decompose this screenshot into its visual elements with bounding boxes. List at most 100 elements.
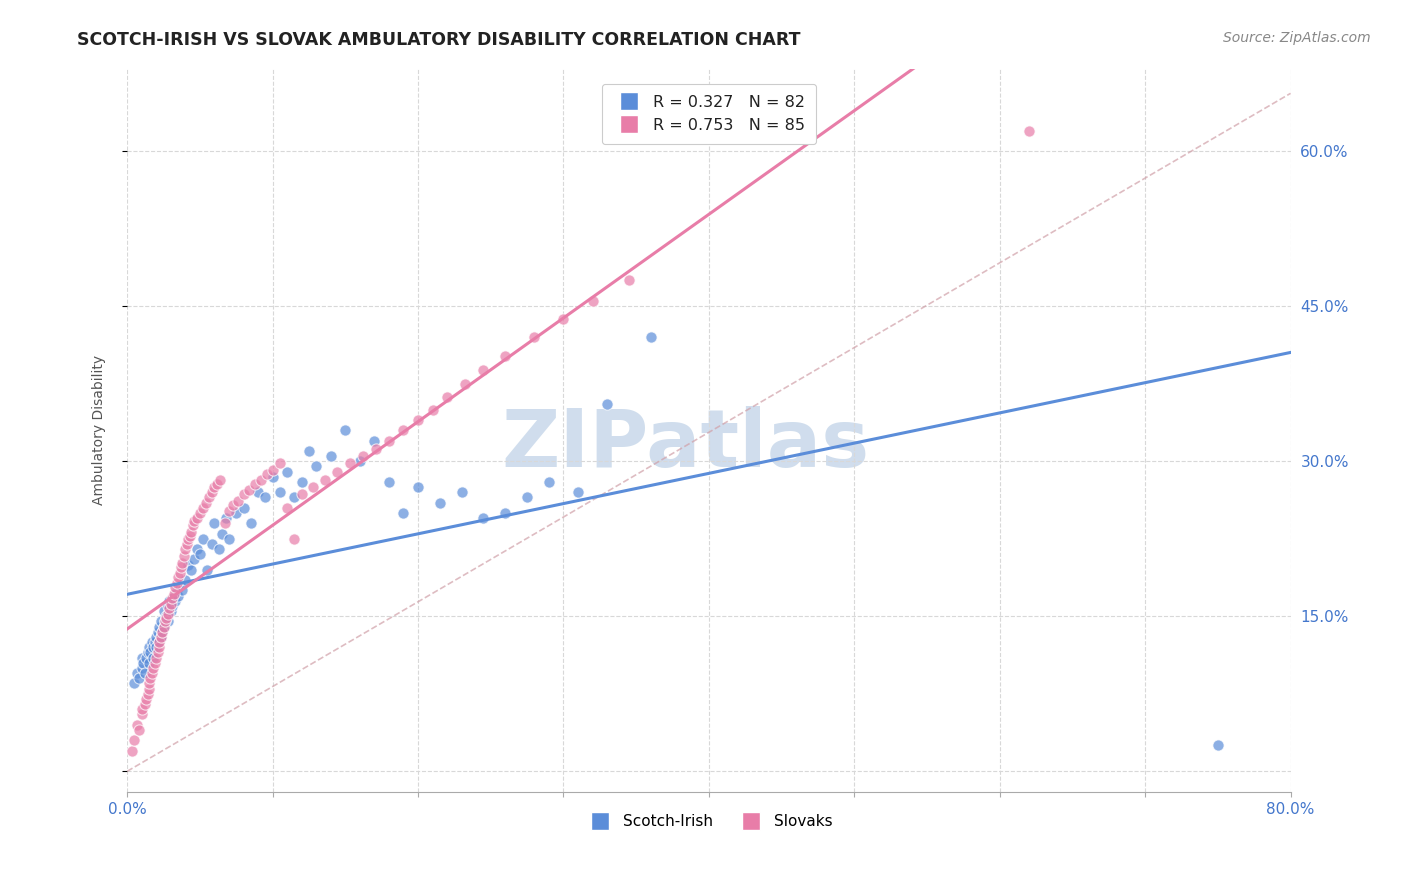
- Point: [121, 744, 143, 758]
- Point: [174, 542, 197, 557]
- Point: [617, 273, 640, 287]
- Point: [211, 526, 233, 541]
- Point: [363, 434, 385, 448]
- Point: [128, 671, 150, 685]
- Point: [135, 692, 157, 706]
- Point: [640, 330, 662, 344]
- Point: [238, 483, 260, 498]
- Point: [200, 537, 222, 551]
- Point: [162, 599, 184, 613]
- Point: [180, 524, 202, 539]
- Point: [152, 619, 174, 633]
- Point: [225, 506, 247, 520]
- Point: [142, 640, 165, 655]
- Point: [156, 615, 179, 629]
- Point: [142, 650, 165, 665]
- Point: [262, 462, 284, 476]
- Point: [209, 473, 232, 487]
- Point: [207, 477, 229, 491]
- Point: [146, 645, 169, 659]
- Point: [450, 485, 472, 500]
- Point: [204, 516, 226, 531]
- Point: [283, 491, 305, 505]
- Point: [131, 702, 153, 716]
- Point: [186, 542, 208, 557]
- Point: [148, 635, 170, 649]
- Point: [183, 514, 205, 528]
- Point: [135, 650, 157, 665]
- Point: [148, 619, 170, 633]
- Point: [143, 656, 166, 670]
- Point: [537, 475, 560, 489]
- Point: [156, 607, 179, 622]
- Point: [174, 573, 197, 587]
- Point: [567, 485, 589, 500]
- Point: [406, 413, 429, 427]
- Point: [162, 591, 184, 605]
- Y-axis label: Ambulatory Disability: Ambulatory Disability: [93, 355, 107, 505]
- Point: [283, 532, 305, 546]
- Point: [156, 599, 179, 613]
- Point: [124, 733, 146, 747]
- Point: [1018, 123, 1040, 137]
- Point: [553, 311, 575, 326]
- Point: [150, 624, 173, 639]
- Point: [179, 529, 201, 543]
- Point: [352, 449, 374, 463]
- Point: [276, 500, 298, 515]
- Point: [167, 589, 190, 603]
- Point: [131, 707, 153, 722]
- Point: [183, 552, 205, 566]
- Point: [204, 480, 226, 494]
- Point: [208, 542, 231, 557]
- Point: [494, 349, 516, 363]
- Point: [167, 570, 190, 584]
- Point: [197, 491, 219, 505]
- Point: [138, 681, 160, 696]
- Point: [215, 511, 238, 525]
- Point: [169, 578, 191, 592]
- Point: [172, 583, 194, 598]
- Point: [436, 390, 458, 404]
- Point: [145, 650, 167, 665]
- Point: [276, 465, 298, 479]
- Point: [200, 485, 222, 500]
- Point: [1206, 739, 1229, 753]
- Point: [172, 556, 194, 570]
- Point: [392, 423, 415, 437]
- Point: [149, 615, 172, 629]
- Point: [472, 511, 495, 525]
- Point: [581, 294, 603, 309]
- Point: [218, 532, 240, 546]
- Point: [165, 594, 187, 608]
- Point: [173, 549, 195, 564]
- Point: [124, 676, 146, 690]
- Point: [155, 609, 177, 624]
- Point: [138, 656, 160, 670]
- Point: [141, 635, 163, 649]
- Point: [188, 547, 211, 561]
- Point: [429, 495, 451, 509]
- Point: [142, 661, 165, 675]
- Point: [132, 656, 155, 670]
- Text: Source: ZipAtlas.com: Source: ZipAtlas.com: [1223, 31, 1371, 45]
- Point: [176, 537, 198, 551]
- Point: [136, 645, 159, 659]
- Point: [148, 635, 170, 649]
- Point: [165, 580, 187, 594]
- Point: [166, 576, 188, 591]
- Point: [243, 477, 266, 491]
- Point: [269, 456, 291, 470]
- Point: [139, 645, 162, 659]
- Point: [139, 671, 162, 685]
- Point: [254, 491, 277, 505]
- Point: [134, 697, 156, 711]
- Point: [319, 449, 342, 463]
- Point: [239, 516, 262, 531]
- Point: [247, 485, 270, 500]
- Point: [131, 650, 153, 665]
- Point: [155, 611, 177, 625]
- Point: [148, 640, 170, 655]
- Point: [378, 475, 401, 489]
- Point: [378, 434, 401, 448]
